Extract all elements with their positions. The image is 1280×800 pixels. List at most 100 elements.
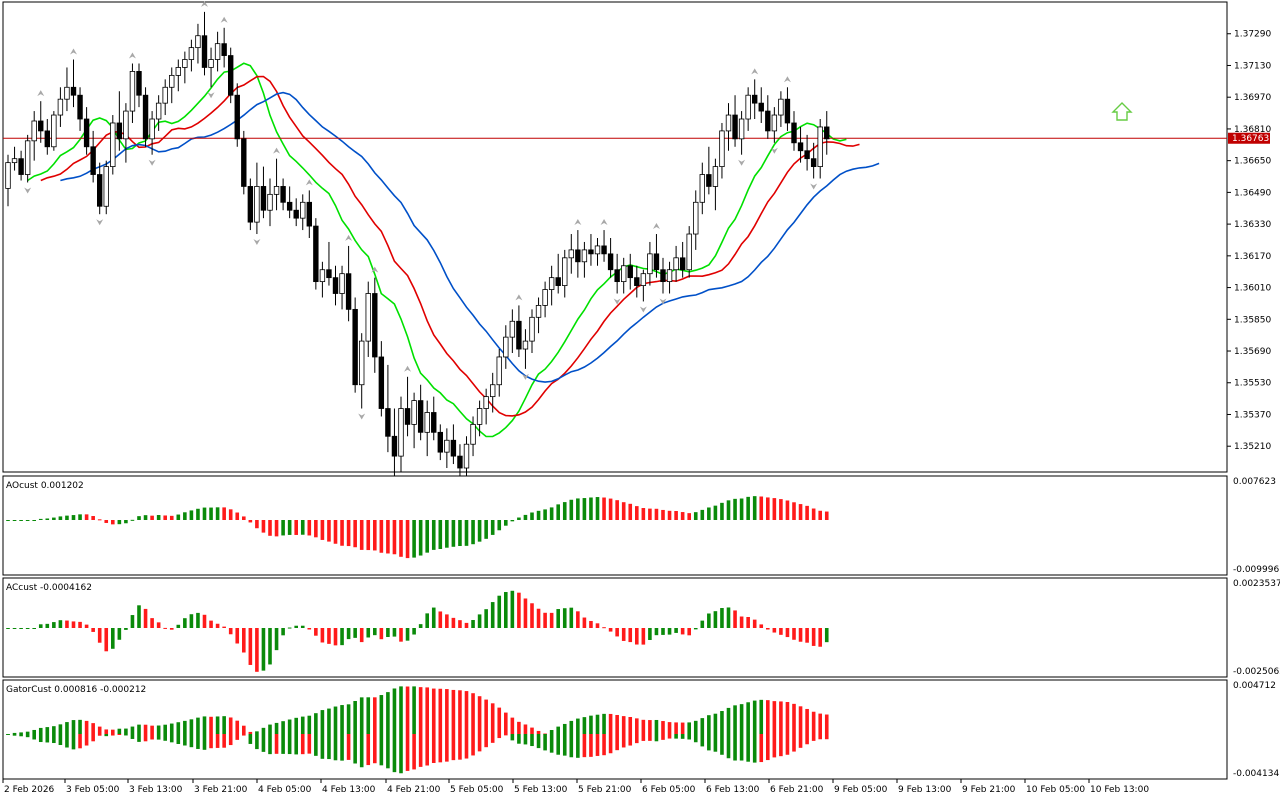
candle-body (18, 158, 24, 175)
histogram-bar (222, 507, 226, 520)
candle-body (385, 408, 391, 437)
candle-body (286, 201, 293, 211)
gator-bar (654, 734, 659, 742)
candle-body (653, 253, 660, 271)
gator-bar (720, 711, 724, 734)
gator-bar (248, 734, 253, 744)
candle-body (745, 94, 751, 120)
gator-bar (490, 703, 495, 734)
candle (31, 111, 37, 161)
gator-bar (222, 734, 226, 748)
candle (372, 277, 378, 373)
histogram-bar (589, 620, 593, 628)
gator-bar (746, 702, 750, 734)
gator-bar (379, 734, 384, 766)
time-tick-label: 5 Feb 05:00 (450, 785, 504, 795)
candle-body (575, 249, 581, 263)
histogram-bar (78, 514, 82, 520)
gator-bar (445, 734, 449, 762)
gator-bar (792, 734, 796, 752)
gator-bar (12, 734, 17, 736)
gator-bar (615, 734, 619, 751)
histogram-bar (733, 610, 737, 628)
gator-bar (772, 701, 777, 734)
gator-bar (497, 734, 502, 739)
gator-bar (78, 734, 82, 749)
candle (581, 241, 588, 278)
candle-body (280, 186, 286, 203)
candle-body (804, 150, 810, 160)
candle-body (601, 245, 607, 255)
gator-bar (739, 704, 744, 734)
histogram-bar (713, 611, 718, 628)
gator-bar (287, 719, 292, 734)
gator-bar (464, 691, 469, 734)
gator-bar (143, 734, 148, 742)
fractal-down-icon (521, 373, 529, 380)
histogram-bar (117, 628, 122, 640)
candle-body (352, 308, 358, 386)
candle-body (614, 269, 620, 283)
price-tick-label: 1.36970 (1234, 93, 1271, 103)
ao-panel[interactable]: AOcust 0.001202 0.007623 -0.009996 (2, 475, 1279, 576)
gator-bar (458, 690, 462, 734)
gator-bar (517, 721, 521, 734)
candle (431, 396, 437, 441)
candle (476, 400, 483, 437)
histogram-bar (320, 628, 325, 643)
ac-panel[interactable]: ACcust -0.0004162 0.0023537 -0.0025062 (2, 577, 1280, 678)
gator-bar (386, 734, 390, 769)
candle-body (372, 293, 378, 358)
histogram-bar (726, 500, 731, 520)
gator-bar (150, 725, 154, 734)
gator-bar (150, 734, 154, 740)
gator-bar (700, 734, 705, 747)
histogram-bar (438, 520, 443, 549)
gator-bar (294, 717, 298, 734)
candle-body (594, 245, 601, 255)
candle-body (666, 269, 673, 283)
gator-bar (84, 734, 89, 746)
candle (293, 198, 299, 227)
gator-bar (818, 734, 822, 740)
histogram-bar (327, 628, 331, 644)
fractal-down-icon (148, 159, 156, 166)
histogram-bar (635, 628, 639, 645)
gator-bar (366, 734, 371, 766)
histogram-bar (91, 516, 95, 520)
histogram-bar (766, 628, 770, 630)
candle (51, 111, 57, 151)
gator-bar (477, 734, 482, 752)
gator-panel[interactable]: GatorCust 0.000816 -0.000212 0.004712 -0… (2, 679, 1279, 780)
gator-bar (111, 729, 115, 734)
gator-bar (458, 734, 462, 760)
gator-bar (752, 700, 757, 734)
candle-body (548, 277, 555, 290)
candle-body (424, 412, 430, 433)
candle-body (201, 35, 208, 68)
gator-panel-frame (2, 679, 1228, 780)
candle-body (195, 35, 201, 49)
histogram-bar (150, 515, 154, 520)
histogram-bar (45, 518, 50, 520)
ac-panel-frame (2, 577, 1228, 678)
candle (424, 400, 430, 457)
price-tick-label: 1.36170 (1234, 252, 1271, 262)
histogram-bar (523, 598, 528, 628)
histogram-bar (6, 520, 10, 521)
histogram-bar (595, 497, 600, 520)
gator-bar (124, 728, 128, 734)
ao-scale-min: -0.009996 (1233, 565, 1279, 575)
candle (562, 249, 568, 298)
price-panel-frame (2, 1, 1228, 473)
candle (522, 329, 529, 369)
price-panel[interactable]: 1.37290 1.37130 1.36970 1.36810 1.36650 1.364… (2, 0, 1271, 491)
gator-bar (130, 734, 135, 739)
histogram-bar (405, 628, 410, 641)
histogram-bar (635, 506, 639, 520)
gator-bar (314, 713, 318, 734)
gator-bar (523, 724, 528, 734)
candle (614, 253, 620, 294)
current-price-label: 1.36763 (1232, 134, 1269, 144)
